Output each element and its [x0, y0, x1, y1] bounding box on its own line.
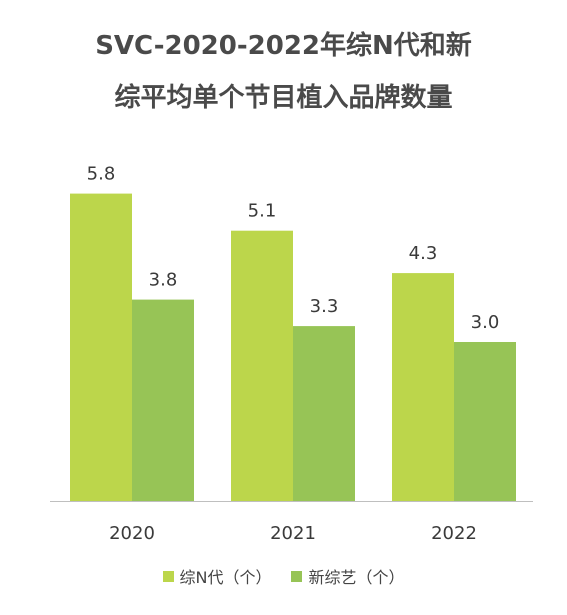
legend-item-series-2: 新综艺（个）: [291, 564, 405, 588]
x-tick-label-2022: 2022: [431, 523, 477, 544]
bar-series-2-2020: [132, 299, 194, 501]
chart-title-line-1: SVC-2020-2022年综N代和新: [95, 31, 472, 61]
value-label-series-2-2021: 3.3: [310, 296, 339, 317]
bar-series-2-2021: [293, 326, 355, 501]
legend-label-series-2: 新综艺（个）: [308, 568, 405, 587]
x-tick-label-2020: 2020: [109, 523, 155, 544]
legend-swatch-series-1: [162, 570, 174, 582]
bar-series-1-2020: [70, 193, 132, 501]
x-tick-label-2021: 2021: [270, 523, 316, 544]
bar-series-1-2021: [231, 230, 293, 501]
value-label-series-1-2020: 5.8: [87, 164, 116, 185]
value-label-series-1-2021: 5.1: [248, 201, 277, 222]
legend-label-series-1: 综N代（个）: [179, 568, 272, 587]
chart-title: SVC-2020-2022年综N代和新 综平均单个节目植入品牌数量: [0, 20, 567, 124]
chart-legend: 综N代（个） 新综艺（个）: [0, 564, 567, 588]
bar-series-1-2022: [392, 273, 454, 501]
value-label-series-1-2022: 4.3: [409, 243, 438, 264]
bar-series-2-2022: [454, 342, 516, 501]
legend-swatch-series-2: [291, 570, 303, 582]
value-label-series-2-2022: 3.0: [471, 312, 500, 333]
legend-item-series-1: 综N代（个）: [162, 564, 272, 588]
value-label-series-2-2020: 3.8: [149, 270, 178, 291]
chart-title-line-2: 综平均单个节目植入品牌数量: [114, 83, 453, 113]
